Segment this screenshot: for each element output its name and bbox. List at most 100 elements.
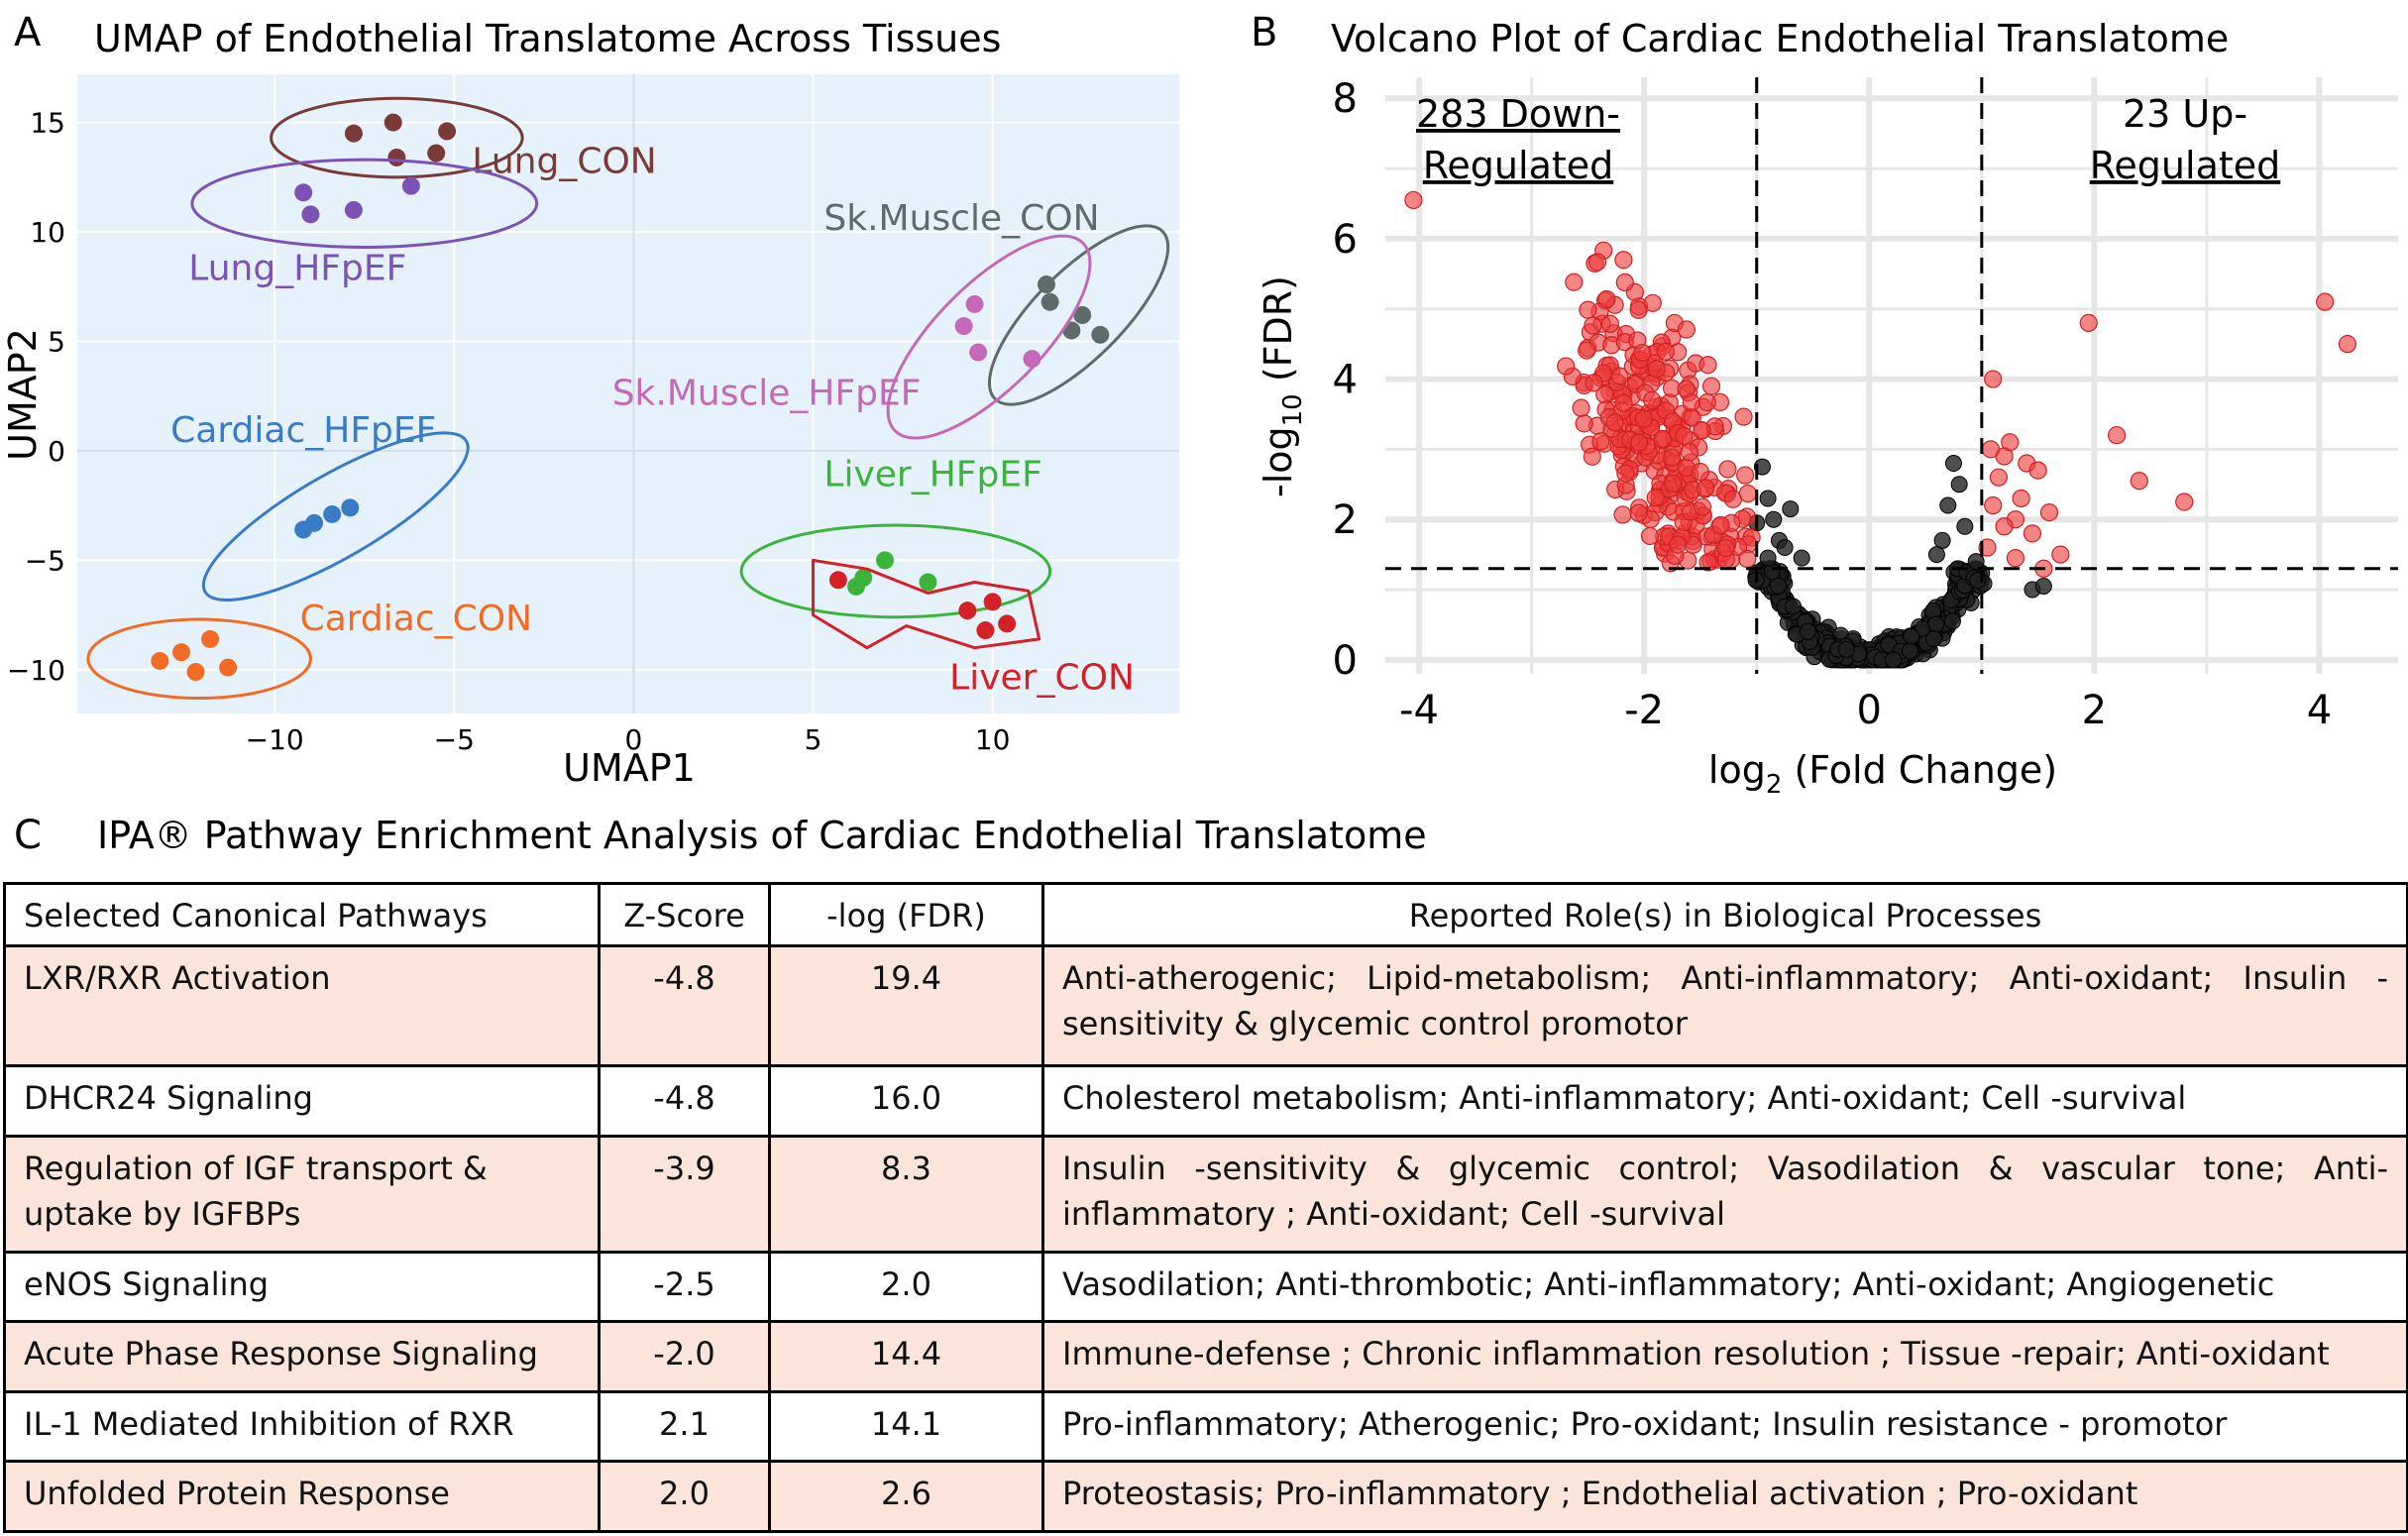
umap-point	[294, 183, 313, 202]
volcano-point-down	[1711, 515, 1730, 535]
volcano-point-up	[1981, 440, 2001, 459]
umap-y-tick-label: −5	[25, 544, 65, 577]
roles: Immune-defense ; Chronic inflammation re…	[1041, 1320, 2408, 1393]
umap-point	[1037, 275, 1055, 294]
volcano-point-ns	[1927, 615, 1945, 633]
volcano-point-ns	[1759, 490, 1777, 507]
cluster-lung-con: Lung_CON	[270, 96, 657, 181]
volcano-point-up	[2316, 292, 2335, 311]
volcano-point-down	[1646, 489, 1665, 507]
panel-label-a: A	[14, 10, 42, 55]
panel-label-b: B	[1251, 10, 1277, 55]
volcano-point-down	[1587, 253, 1607, 272]
umap-point	[387, 148, 406, 166]
volcano-point-down	[1734, 407, 1753, 426]
volcano-x-tick-label: -4	[1399, 688, 1439, 733]
roles: Proteostasis; Pro-inflammatory ; Endothe…	[1041, 1460, 2408, 1533]
volcano-point-ns	[1765, 510, 1783, 528]
volcano-point-down	[1691, 463, 1709, 482]
volcano-x-tick-label: 0	[1857, 688, 1882, 733]
cluster-ellipse-sk-muscle-hfpef	[886, 234, 1092, 440]
volcano-annotations: 283 Down- Regulated 23 Up- Regulated	[1416, 92, 2280, 187]
volcano-point-down	[1614, 251, 1633, 270]
cluster-ellipse-liver-hfpef	[739, 523, 1052, 619]
umap-title: UMAP of Endothelial Translatome Across T…	[94, 17, 1001, 60]
umap-point	[954, 317, 973, 336]
umap-gridlines	[77, 74, 1179, 713]
header-log-fdr: -log (FDR)	[768, 882, 1044, 947]
umap-point	[1091, 325, 1110, 344]
volcano-point-down	[1718, 460, 1737, 479]
volcano-point-up	[2130, 472, 2148, 491]
cluster-label-liver-hfpef: Liver_HFpEF	[823, 454, 1041, 494]
roles: Vasodilation; Anti-thrombotic; Anti-infl…	[1041, 1250, 2408, 1324]
volcano-point-up	[2039, 503, 2059, 522]
cluster-lung-hfpef: Lung_HFpEF	[188, 158, 539, 289]
pathway-name: IL-1 Mediated Inhibition of RXR	[3, 1389, 601, 1464]
volcano-point-ns	[1753, 458, 1771, 476]
figure-panels: A UMAP of Endothelial Translatome Across…	[1, 10, 2398, 858]
umap-point	[875, 551, 894, 570]
z-score: -2.5	[598, 1250, 771, 1324]
volcano-point-down	[1698, 553, 1717, 572]
volcano-point-up	[2108, 426, 2127, 445]
umap-x-axis-label: UMAP1	[563, 746, 696, 790]
volcano-point-ns	[1793, 549, 1810, 567]
log-fdr: 14.1	[768, 1389, 1044, 1464]
umap-point	[828, 571, 847, 590]
umap-point	[341, 498, 360, 517]
cluster-cardiac-con: Cardiac_CON	[86, 599, 532, 701]
volcano-point-down	[1643, 293, 1662, 312]
cluster-label-liver-con: Liver_CON	[949, 658, 1135, 699]
umap-y-axis-label: UMAP2	[1, 328, 45, 461]
pathway-name: LXR/RXR Activation	[3, 943, 601, 1068]
volcano-point-ns	[1885, 651, 1903, 669]
volcano-point-down	[1572, 398, 1590, 417]
volcano-point-down	[1616, 464, 1635, 483]
cluster-label-cardiac-con: Cardiac_CON	[300, 599, 532, 639]
cluster-label-sk-muscle-con: Sk.Muscle_CON	[823, 198, 1099, 239]
volcano-point-ns	[1943, 612, 1961, 630]
volcano-y-tick-labels: 0 2 4 6 8	[1333, 76, 1358, 684]
cluster-label-lung-con: Lung_CON	[472, 141, 656, 181]
umap-x-tick-label: 5	[805, 723, 822, 756]
header-pathways: Selected Canonical Pathways	[3, 882, 601, 947]
umap-point	[438, 122, 457, 141]
volcano-point-down	[1583, 447, 1601, 466]
umap-y-tick-label: 15	[30, 107, 65, 140]
volcano-point-ns	[1785, 598, 1803, 615]
volcano-point-ns	[1950, 476, 1968, 494]
volcano-point-down	[1664, 474, 1683, 493]
roles: Insulin -sensitivity & glycemic control;…	[1041, 1134, 2408, 1254]
volcano-point-ns	[1901, 642, 1918, 660]
volcano-point-up	[2338, 335, 2356, 354]
volcano-x-axis-label: log2 (Fold Change)	[1708, 748, 2057, 800]
up-regulated-count: 23 Up-	[2123, 92, 2247, 136]
z-score: -2.0	[598, 1320, 771, 1393]
umap-point	[151, 651, 169, 670]
volcano-point-down	[1697, 393, 1716, 412]
volcano-point-down	[1565, 273, 1584, 291]
volcano-point-down	[1629, 503, 1648, 522]
volcano-point-down	[1716, 538, 1735, 558]
z-score: -3.9	[598, 1134, 771, 1254]
log-fdr: 2.0	[768, 1250, 1044, 1324]
volcano-y-tick-label: 8	[1333, 76, 1358, 122]
z-score: -4.8	[598, 1064, 771, 1138]
pathway-name: Acute Phase Response Signaling	[3, 1320, 601, 1393]
volcano-point-down	[1653, 429, 1672, 449]
volcano-point-up	[2175, 493, 2194, 511]
volcano-point-up	[1984, 495, 2003, 515]
umap-point	[969, 343, 988, 362]
table-row: IL-1 Mediated Inhibition of RXR 2.1 14.1…	[3, 1389, 2408, 1464]
volcano-point-down	[1669, 535, 1688, 554]
cluster-sk-muscle-hfpef: Sk.Muscle_HFpEF	[612, 234, 1092, 440]
volcano-point-down	[1634, 409, 1654, 428]
cluster-label-sk-muscle-hfpef: Sk.Muscle_HFpEF	[612, 374, 922, 414]
volcano-x-tick-label: 4	[2307, 688, 2332, 733]
volcano-point-ns	[1837, 640, 1855, 658]
z-score: -4.8	[598, 943, 771, 1068]
table-title: IPA® Pathway Enrichment Analysis of Card…	[97, 814, 1427, 857]
volcano-point-down	[1693, 421, 1711, 440]
umap-point	[1023, 350, 1041, 369]
